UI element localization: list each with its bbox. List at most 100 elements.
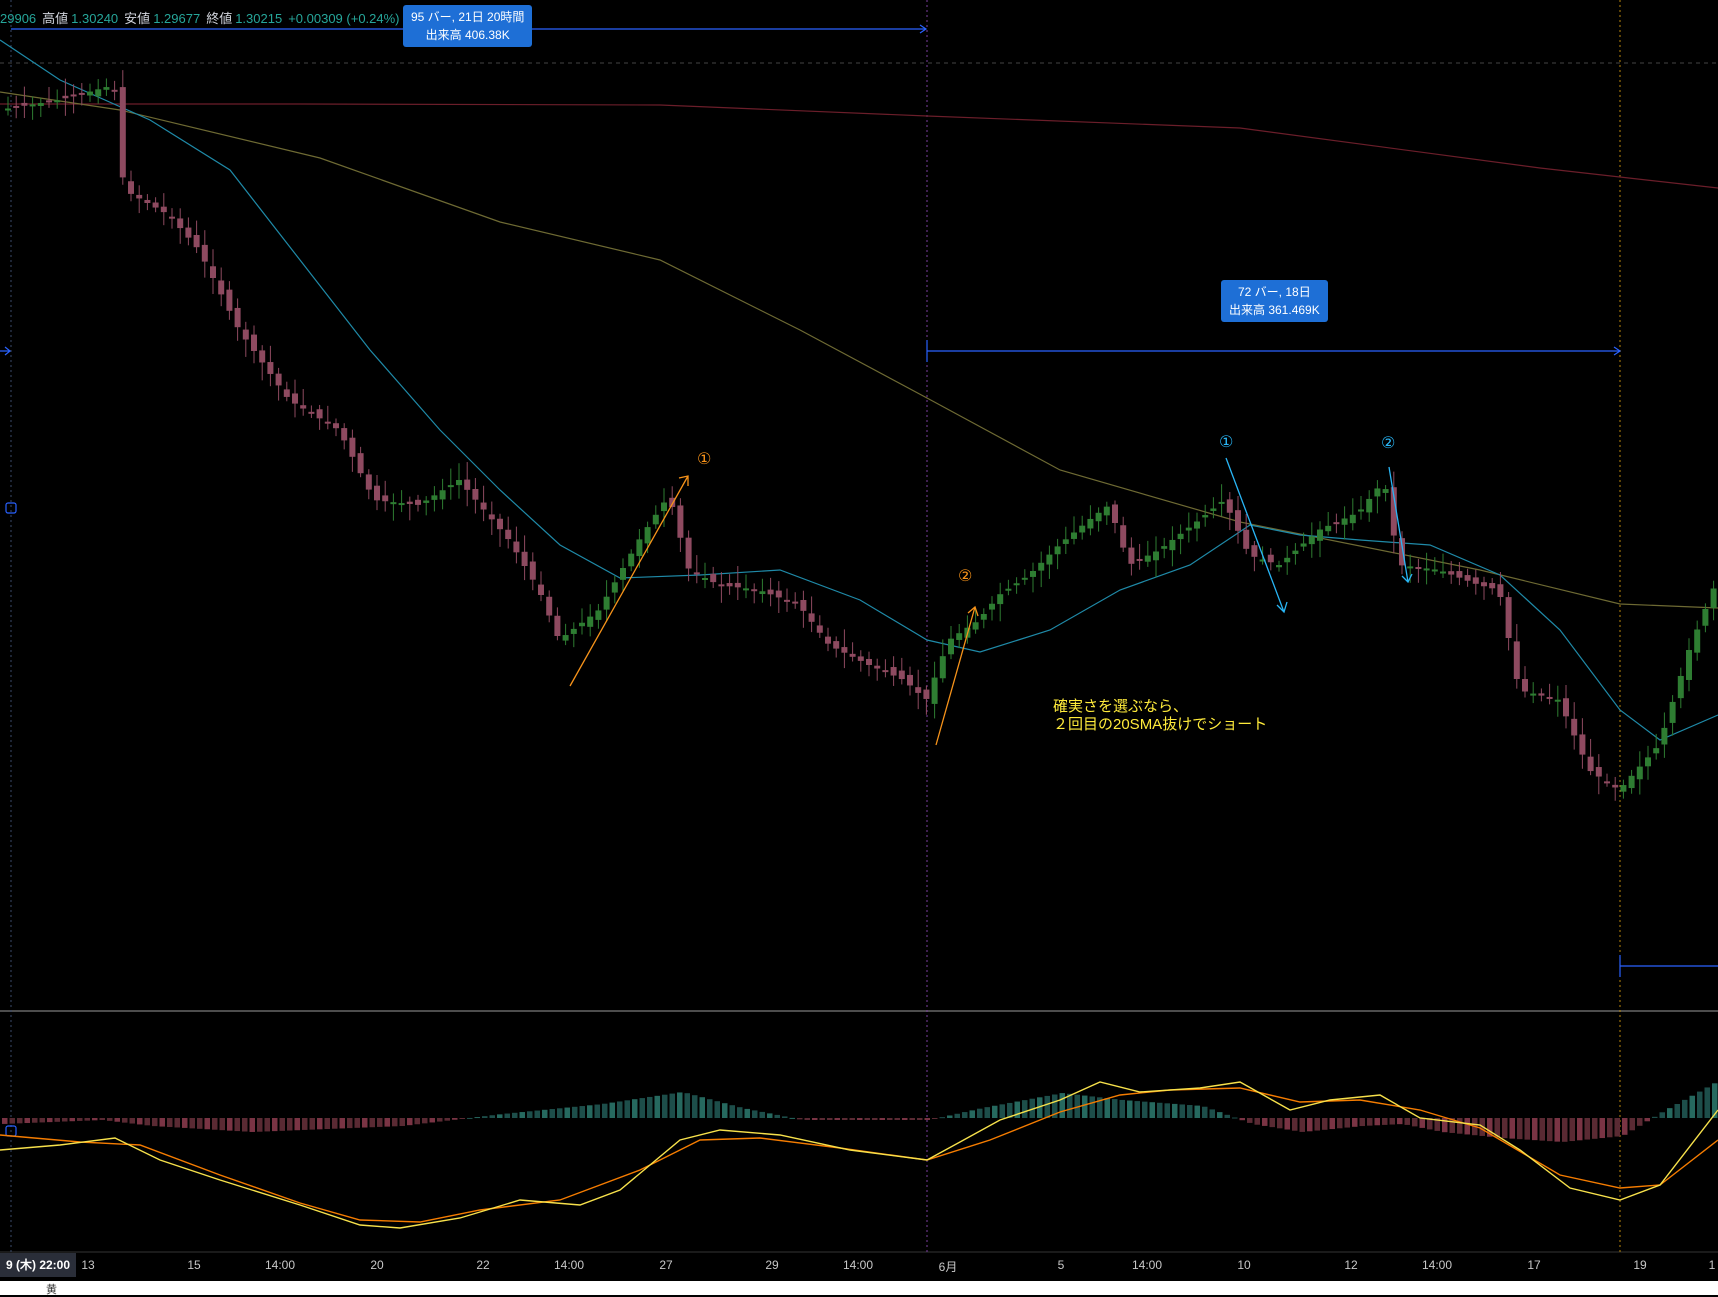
candle-body <box>579 622 585 627</box>
macd-histogram-bar <box>692 1095 698 1118</box>
macd-histogram-bar <box>414 1118 420 1125</box>
orange-marker-2[interactable]: ② <box>958 568 973 585</box>
candle-body <box>644 527 651 544</box>
macd-histogram-bar <box>159 1118 165 1127</box>
candle-body <box>825 636 831 644</box>
candle-body <box>1612 784 1619 788</box>
drawing-objects[interactable] <box>0 24 1718 1137</box>
time-axis-label: 22 <box>476 1258 490 1272</box>
candle-body <box>357 453 364 474</box>
macd-histogram-bar <box>1157 1102 1163 1118</box>
candle-body <box>562 635 569 641</box>
macd-histogram-bar <box>1592 1118 1598 1139</box>
time-axis-label: 14:00 <box>264 1258 296 1272</box>
candle-body <box>333 423 339 429</box>
time-axis-label: 13 <box>81 1258 95 1272</box>
candle-body <box>1349 514 1356 524</box>
time-axis-label: 6月 <box>938 1260 958 1274</box>
candle-body <box>972 622 979 630</box>
candle-body <box>1144 555 1151 562</box>
macd-histogram-bar <box>939 1117 945 1119</box>
macd-histogram-bar <box>782 1116 788 1118</box>
candle-body <box>1686 650 1692 680</box>
annotation-note[interactable]: 確実さを選ぶなら、 ２回目の20SMA抜けでショート <box>1053 698 1268 733</box>
candle-body <box>456 480 462 486</box>
candle-body <box>1103 506 1110 516</box>
macd-histogram-bar <box>32 1118 38 1123</box>
candle-body <box>1464 575 1471 581</box>
candle-body <box>1522 679 1528 692</box>
time-axis-label: 14:00 <box>1421 1258 1453 1272</box>
macd-histogram-bar <box>1104 1098 1110 1118</box>
orange-arrow-2 <box>935 606 976 746</box>
macd-histogram-bar <box>767 1113 773 1118</box>
candle-body <box>866 658 872 665</box>
macd-histogram-bar <box>1682 1099 1688 1118</box>
macd-histogram-bar <box>174 1118 180 1128</box>
macd-histogram-bar <box>1014 1101 1020 1118</box>
candle-body <box>1645 757 1651 767</box>
macd-histogram-bar <box>1022 1100 1028 1118</box>
macd-histogram-bar <box>1344 1118 1350 1128</box>
macd-histogram-bar <box>377 1118 383 1127</box>
macd-histogram-bar <box>977 1108 983 1118</box>
macd-histogram-bar <box>1299 1118 1305 1132</box>
macd-histogram-bar <box>144 1118 150 1126</box>
macd-histogram-bar <box>624 1100 630 1118</box>
macd-histogram-bar <box>1712 1083 1718 1118</box>
candle-body <box>447 485 454 488</box>
macd-histogram-bar <box>167 1118 173 1128</box>
candle-body <box>923 689 930 699</box>
macd-histogram-bar <box>549 1109 555 1118</box>
candle-body <box>521 551 528 566</box>
macd-histogram-bar <box>1352 1118 1358 1127</box>
macd-histogram-bar <box>1412 1118 1418 1127</box>
macd-histogram-bar <box>1329 1118 1335 1130</box>
macd-histogram-bar <box>1689 1095 1695 1118</box>
macd-histogram-bar <box>759 1111 765 1118</box>
orange-marker-1[interactable]: ① <box>697 451 712 468</box>
candle-body <box>1235 510 1241 531</box>
macd-histogram-bar <box>504 1113 510 1118</box>
candle-body <box>1694 629 1701 653</box>
macd-histogram-bar <box>1389 1118 1395 1125</box>
macd-histogram-bar <box>1577 1118 1583 1141</box>
macd-histogram-bar <box>684 1093 690 1118</box>
macd-histogram-bar <box>69 1118 75 1122</box>
candle-body <box>1226 499 1233 513</box>
blue-marker-2[interactable]: ② <box>1381 435 1396 452</box>
macd-histogram-bar <box>1037 1097 1043 1118</box>
candle-body <box>1571 718 1578 736</box>
blue-marker-1[interactable]: ① <box>1219 434 1234 451</box>
macd-histogram-bar <box>497 1114 503 1118</box>
macd-histogram-bar <box>1074 1094 1080 1118</box>
macd-histogram-bar <box>1232 1117 1238 1119</box>
macd-histogram-bar <box>332 1118 338 1129</box>
candle-body <box>1530 693 1537 696</box>
date-range-arrow-2 <box>1613 346 1622 356</box>
candle-body <box>1481 582 1487 587</box>
candle-body <box>1202 515 1209 518</box>
blue-arrow-1-head <box>1276 601 1288 614</box>
range-tooltip-1-bars: 95 バー, 21日 20時間 <box>411 10 525 24</box>
macd-histogram-bar <box>1314 1118 1320 1131</box>
candle-body <box>1374 488 1381 497</box>
macd-histogram-bar <box>242 1118 248 1132</box>
candle-body <box>251 334 257 351</box>
candle-body <box>1161 546 1168 549</box>
candle-body <box>1251 545 1258 557</box>
orange-arrow-1 <box>569 475 689 687</box>
candle-body <box>160 206 167 213</box>
candle-body <box>1112 504 1118 523</box>
candle-body <box>70 94 77 97</box>
macd-histogram-bar <box>1134 1101 1140 1118</box>
candle-body <box>620 568 626 580</box>
macd-histogram-bar <box>1697 1091 1703 1118</box>
macd-histogram-bar <box>1502 1118 1508 1139</box>
macd-histogram-bar <box>309 1118 315 1130</box>
macd-histogram-bar <box>1674 1104 1680 1118</box>
macd-histogram-bar <box>429 1118 435 1123</box>
candle-body <box>21 102 28 106</box>
candle-body <box>398 503 405 506</box>
